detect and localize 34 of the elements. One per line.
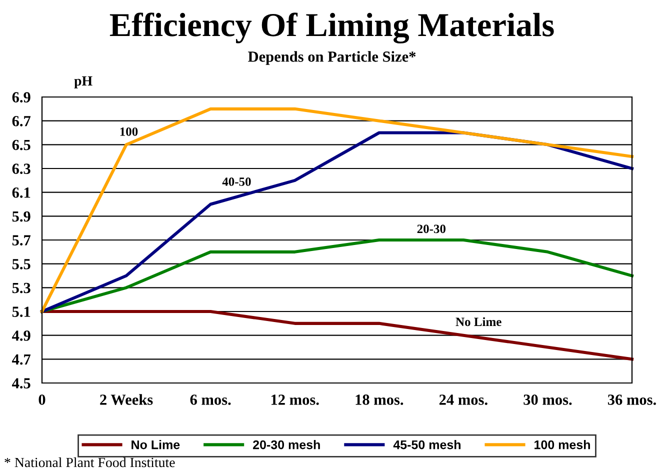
text: * National Plant Food Institute [4, 457, 175, 468]
x-tick-label: 6 mos. [190, 394, 231, 405]
y-tick-label: 5.5 [12, 259, 30, 270]
y-tick-label: 6.5 [12, 140, 30, 150]
x-tick-label: 36 mos. [608, 394, 656, 405]
line-series [40, 310, 634, 361]
y-tick-label: 4.9 [12, 330, 30, 341]
x-tick-label: 0 [38, 394, 46, 405]
y-tick-label: 5.1 [12, 306, 30, 318]
y-tick-label: 6.1 [12, 188, 30, 198]
y-tick-label: 5.3 [12, 282, 30, 294]
x-tick-label: 2 Weeks [100, 394, 153, 405]
y-axis-title: pH [74, 76, 92, 88]
chart-subtitle: Depends on Particle Size* [248, 51, 416, 65]
annotation: No Lime [456, 317, 502, 326]
y-tick-label: 4.7 [12, 354, 31, 365]
annotation: 20-30 [417, 224, 446, 234]
x-tick-label: 24 mos. [439, 394, 488, 405]
x-tick-label: 12 mos. [271, 394, 319, 405]
legend-label: 45-50 mesh [393, 440, 460, 450]
y-tick-label: 5.7 [12, 235, 31, 246]
legend-label: 100 mesh [534, 440, 590, 450]
y-tick-label: 6.9 [12, 92, 30, 103]
y-tick-label: 5.9 [12, 211, 30, 222]
legend-label: No Lime [132, 440, 180, 450]
y-tick-label: 6.7 [12, 116, 31, 126]
annotation: 100 [120, 127, 138, 136]
x-tick-label: 30 mos. [524, 394, 572, 405]
annotation: 40-50 [222, 177, 251, 186]
x-tick-label: 18 mos. [356, 394, 404, 405]
y-tick-label: 4.5 [12, 378, 30, 389]
legend-label: 20-30 mesh [253, 440, 320, 450]
chart-title: Efficiency Of Liming Materials [110, 12, 554, 44]
y-tick-label: 6.3 [12, 164, 30, 174]
